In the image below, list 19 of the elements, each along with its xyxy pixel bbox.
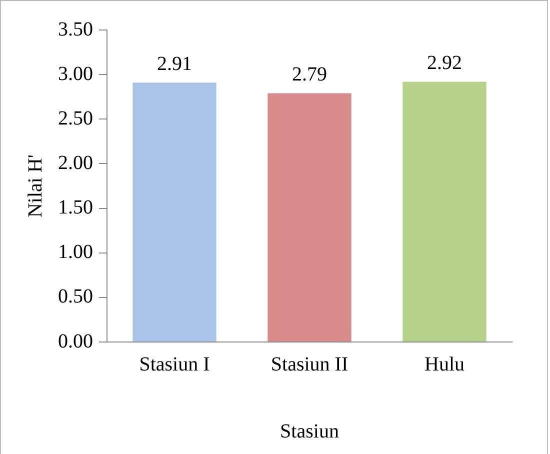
y-tick-label: 3.00 — [58, 62, 93, 85]
y-tick-label: 2.00 — [58, 152, 93, 174]
y-tick-label: 1.00 — [58, 241, 93, 264]
x-tick-label: Stasiun II — [270, 353, 348, 376]
data-label: 2.92 — [427, 52, 462, 74]
y-tick-label: 2.50 — [58, 107, 93, 130]
data-label: 2.79 — [292, 64, 327, 86]
bar — [402, 82, 486, 342]
y-tick-label: 0.00 — [58, 330, 93, 352]
bar — [268, 93, 352, 342]
x-tick-label: Stasiun I — [139, 353, 210, 376]
y-tick-label: 3.50 — [58, 18, 93, 40]
x-axis-title: Stasiun — [280, 420, 339, 442]
bar — [132, 82, 216, 342]
y-axis-title: Nilai H' — [24, 154, 46, 218]
y-tick-label: 1.50 — [58, 196, 93, 219]
x-tick-label: Hulu — [424, 353, 464, 376]
y-tick-label: 0.50 — [58, 286, 93, 308]
data-label: 2.91 — [157, 52, 192, 75]
